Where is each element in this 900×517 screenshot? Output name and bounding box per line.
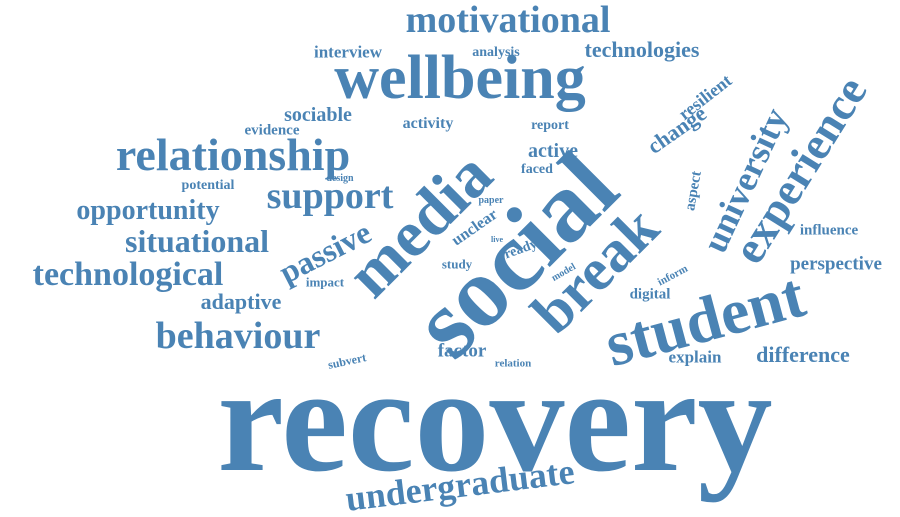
word-study: study [441,256,473,272]
word-impact: impact [305,274,345,290]
word-perspective: perspective [790,253,882,275]
word-potential: potential [181,178,235,193]
word-report: report [531,118,569,133]
word-wellbeing: wellbeing [334,44,586,112]
word-technologies: technologies [584,37,700,62]
word-explain: explain [668,347,722,367]
word-activity: activity [402,115,454,132]
word-adaptive: adaptive [200,289,282,314]
word-influence: influence [799,222,859,239]
word-digital: digital [629,286,671,303]
word-difference: difference [756,342,850,367]
word-sociable: sociable [284,104,352,126]
word-behaviour: behaviour [155,315,321,357]
word-inform: inform [655,262,690,289]
word-evidence: evidence [244,122,300,139]
word-relationship: relationship [115,129,351,180]
word-aspect: aspect [682,169,705,212]
word-situational: situational [124,223,270,259]
word-active: active [528,140,578,162]
word-faced: faced [521,162,553,177]
word-recovery: recovery [217,337,773,503]
word-design: design [326,173,354,184]
word-opportunity: opportunity [76,195,220,226]
word-factor: factor [437,340,487,362]
word-interview: interview [314,42,382,62]
word-motivational: motivational [405,0,611,41]
word-support: support [266,175,394,217]
word-paper: paper [478,195,504,206]
word-technological: technological [32,256,224,293]
word-live: live [491,235,503,244]
word-analysis: analysis [472,45,520,60]
word-relation: relation [494,357,532,370]
